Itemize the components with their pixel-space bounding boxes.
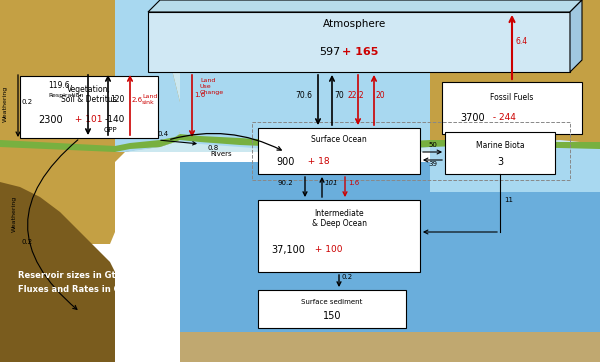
- Text: 20: 20: [376, 91, 386, 100]
- Text: 119.6: 119.6: [48, 81, 70, 90]
- FancyBboxPatch shape: [180, 162, 430, 362]
- Text: Reservoir sizes in GtC: Reservoir sizes in GtC: [18, 271, 122, 280]
- Polygon shape: [180, 0, 430, 152]
- Text: Weathering: Weathering: [12, 196, 17, 232]
- Text: 0.8: 0.8: [208, 145, 219, 151]
- Text: + 101: + 101: [72, 115, 103, 125]
- Text: Surface sediment: Surface sediment: [301, 299, 362, 305]
- Text: 22.2: 22.2: [348, 91, 365, 100]
- FancyBboxPatch shape: [258, 128, 420, 174]
- Text: 3: 3: [497, 157, 503, 167]
- Text: 3700: 3700: [460, 113, 485, 123]
- Text: 1.6: 1.6: [194, 92, 205, 98]
- Text: 6.4: 6.4: [516, 37, 528, 46]
- Text: Vegetation,: Vegetation,: [67, 85, 111, 94]
- Text: Atmosphere: Atmosphere: [323, 19, 386, 29]
- Polygon shape: [148, 0, 582, 12]
- Text: + 165: + 165: [342, 47, 379, 57]
- FancyBboxPatch shape: [430, 192, 600, 362]
- Text: 0.2: 0.2: [342, 274, 353, 280]
- Text: -140: -140: [105, 115, 125, 125]
- Text: 120: 120: [110, 95, 124, 104]
- FancyBboxPatch shape: [430, 142, 600, 362]
- Text: Land
Use
Change: Land Use Change: [200, 79, 224, 95]
- Polygon shape: [430, 0, 600, 152]
- Polygon shape: [0, 0, 600, 152]
- FancyBboxPatch shape: [258, 290, 406, 328]
- Text: Fossil Fuels: Fossil Fuels: [490, 93, 533, 102]
- Text: GPP: GPP: [104, 127, 118, 133]
- Text: 1.6: 1.6: [348, 180, 359, 186]
- Polygon shape: [570, 0, 582, 72]
- FancyBboxPatch shape: [445, 132, 555, 174]
- FancyBboxPatch shape: [258, 200, 420, 272]
- FancyBboxPatch shape: [442, 82, 582, 134]
- Polygon shape: [0, 182, 115, 362]
- Text: 70.6: 70.6: [295, 91, 312, 100]
- FancyBboxPatch shape: [20, 76, 158, 138]
- Polygon shape: [0, 134, 600, 152]
- Text: 39: 39: [428, 161, 437, 167]
- Text: + 18: + 18: [302, 157, 329, 167]
- Text: Marine Biota: Marine Biota: [476, 142, 524, 151]
- Text: 2300: 2300: [38, 115, 62, 125]
- Text: Soil & Detritus: Soil & Detritus: [61, 96, 117, 105]
- Text: 37,100: 37,100: [271, 245, 305, 255]
- Text: Rivers: Rivers: [210, 151, 232, 157]
- FancyBboxPatch shape: [148, 12, 570, 72]
- Text: 0.4: 0.4: [158, 131, 169, 137]
- Text: 70: 70: [334, 91, 344, 100]
- FancyBboxPatch shape: [180, 332, 600, 362]
- Polygon shape: [0, 0, 180, 244]
- Text: 11: 11: [504, 197, 513, 203]
- Text: Respiration: Respiration: [48, 93, 83, 98]
- Text: Intermediate: Intermediate: [314, 210, 364, 219]
- Text: Fluxes and Rates in GtC yr⁻¹: Fluxes and Rates in GtC yr⁻¹: [18, 285, 151, 294]
- Text: 50: 50: [428, 142, 437, 148]
- Text: 2.6: 2.6: [132, 97, 143, 103]
- Text: 0.2: 0.2: [22, 99, 33, 105]
- Text: 101: 101: [325, 180, 338, 186]
- Polygon shape: [115, 0, 180, 152]
- Text: + 100: + 100: [312, 245, 343, 254]
- Text: Land
sink: Land sink: [142, 94, 157, 105]
- Text: 900: 900: [276, 157, 295, 167]
- Text: 597: 597: [319, 47, 340, 57]
- Text: 0.2: 0.2: [22, 239, 33, 245]
- Text: Weathering: Weathering: [3, 86, 8, 122]
- Text: Surface Ocean: Surface Ocean: [311, 135, 367, 144]
- Text: 90.2: 90.2: [277, 180, 293, 186]
- Text: & Deep Ocean: & Deep Ocean: [311, 219, 367, 228]
- Text: - 244: - 244: [490, 114, 516, 122]
- Text: 150: 150: [323, 311, 341, 321]
